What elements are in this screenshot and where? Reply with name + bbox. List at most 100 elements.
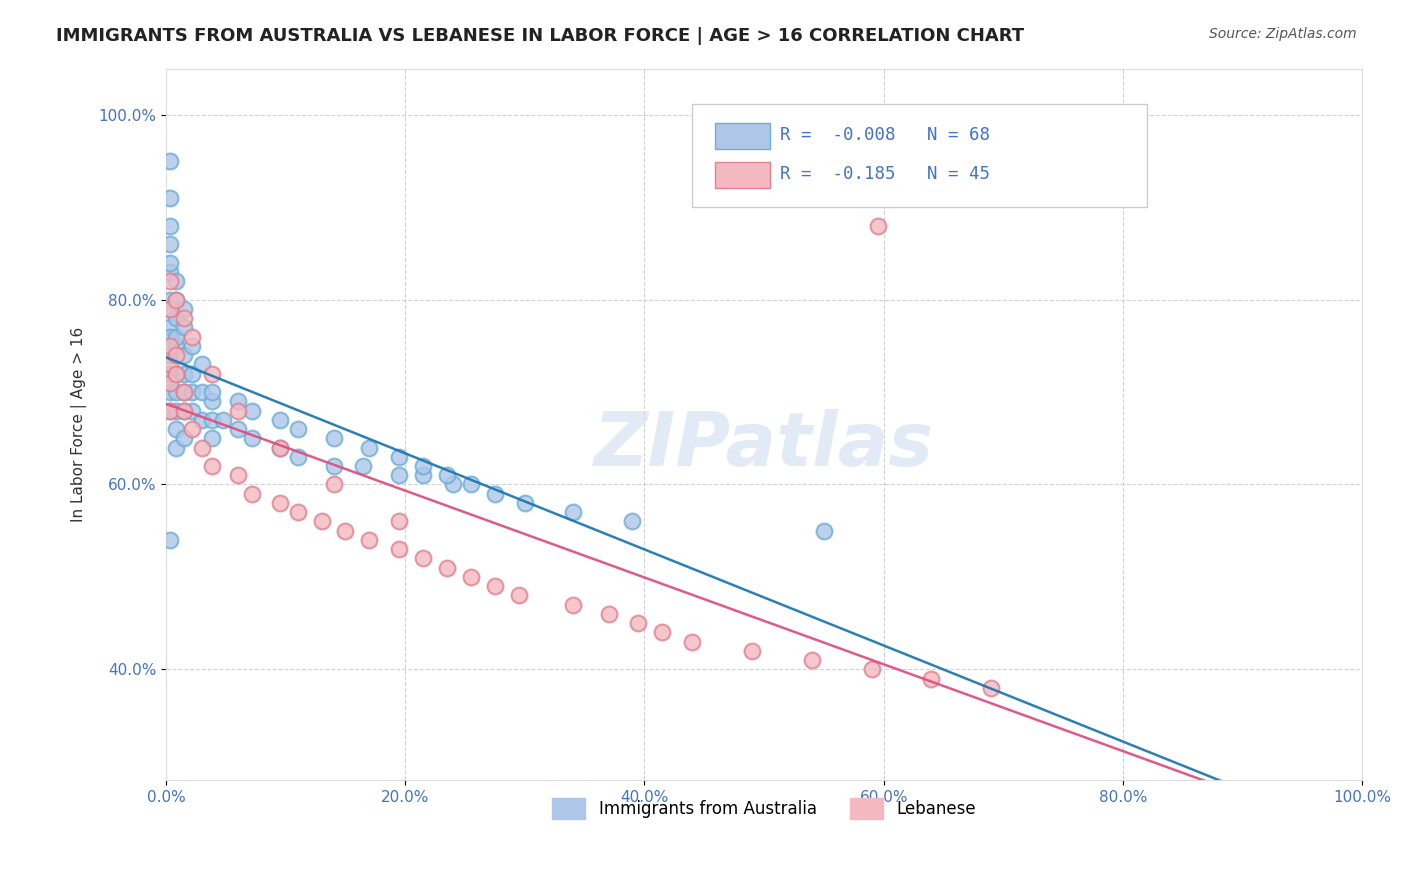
- Immigrants from Australia: [165, 339, 187, 353]
- Immigrants from Australia: [200, 413, 222, 427]
- Immigrants from Australia: [173, 320, 195, 334]
- Lebanese: [436, 560, 458, 574]
- Immigrants from Australia: [165, 441, 187, 455]
- Lebanese: [226, 403, 249, 417]
- Lebanese: [388, 515, 411, 529]
- Immigrants from Australia: [200, 431, 222, 445]
- Lebanese: [412, 551, 434, 566]
- FancyBboxPatch shape: [692, 104, 1147, 207]
- Immigrants from Australia: [159, 533, 181, 547]
- Immigrants from Australia: [226, 394, 249, 409]
- Immigrants from Australia: [181, 367, 204, 381]
- Lebanese: [173, 311, 195, 326]
- Lebanese: [159, 274, 181, 288]
- Lebanese: [226, 468, 249, 483]
- Lebanese: [159, 357, 181, 371]
- Immigrants from Australia: [287, 422, 309, 436]
- Immigrants from Australia: [322, 431, 344, 445]
- Lebanese: [181, 329, 204, 343]
- Immigrants from Australia: [269, 441, 291, 455]
- Legend: Immigrants from Australia, Lebanese: Immigrants from Australia, Lebanese: [546, 792, 983, 825]
- Immigrants from Australia: [159, 237, 181, 252]
- Immigrants from Australia: [159, 265, 181, 279]
- Lebanese: [200, 458, 222, 473]
- Immigrants from Australia: [561, 505, 583, 519]
- Lebanese: [165, 348, 187, 362]
- Lebanese: [269, 496, 291, 510]
- Text: ZIPatlas: ZIPatlas: [595, 409, 934, 483]
- Immigrants from Australia: [165, 293, 187, 307]
- Immigrants from Australia: [460, 477, 482, 491]
- Immigrants from Australia: [165, 274, 187, 288]
- Lebanese: [460, 570, 482, 584]
- Immigrants from Australia: [181, 403, 204, 417]
- Lebanese: [240, 487, 263, 501]
- Immigrants from Australia: [159, 153, 181, 168]
- Lebanese: [681, 634, 703, 648]
- Immigrants from Australia: [412, 458, 434, 473]
- Immigrants from Australia: [441, 477, 464, 491]
- Lebanese: [165, 367, 187, 381]
- Immigrants from Australia: [200, 394, 222, 409]
- Lebanese: [920, 672, 942, 686]
- Immigrants from Australia: [165, 311, 187, 326]
- Text: R =  -0.008   N = 68: R = -0.008 N = 68: [779, 126, 990, 144]
- Lebanese: [287, 505, 309, 519]
- Immigrants from Australia: [191, 385, 214, 400]
- Lebanese: [484, 579, 506, 593]
- Immigrants from Australia: [287, 450, 309, 464]
- Immigrants from Australia: [159, 255, 181, 269]
- Immigrants from Australia: [159, 301, 181, 316]
- Immigrants from Australia: [159, 191, 181, 205]
- Immigrants from Australia: [269, 413, 291, 427]
- Immigrants from Australia: [240, 431, 263, 445]
- Lebanese: [651, 625, 673, 640]
- Lebanese: [561, 598, 583, 612]
- Lebanese: [322, 477, 344, 491]
- Immigrants from Australia: [173, 403, 195, 417]
- Immigrants from Australia: [159, 367, 181, 381]
- Text: Source: ZipAtlas.com: Source: ZipAtlas.com: [1209, 27, 1357, 41]
- Immigrants from Australia: [159, 385, 181, 400]
- Immigrants from Australia: [813, 524, 835, 538]
- Immigrants from Australia: [159, 329, 181, 343]
- Immigrants from Australia: [165, 403, 187, 417]
- Immigrants from Australia: [621, 515, 644, 529]
- Immigrants from Australia: [388, 450, 411, 464]
- Lebanese: [200, 367, 222, 381]
- Lebanese: [181, 422, 204, 436]
- Immigrants from Australia: [191, 357, 214, 371]
- Lebanese: [311, 515, 333, 529]
- Text: R =  -0.185   N = 45: R = -0.185 N = 45: [779, 165, 990, 183]
- Immigrants from Australia: [181, 385, 204, 400]
- Immigrants from Australia: [165, 367, 187, 381]
- Immigrants from Australia: [165, 422, 187, 436]
- FancyBboxPatch shape: [716, 161, 770, 188]
- Immigrants from Australia: [173, 385, 195, 400]
- Immigrants from Australia: [165, 385, 187, 400]
- Immigrants from Australia: [412, 468, 434, 483]
- Immigrants from Australia: [513, 496, 536, 510]
- Immigrants from Australia: [159, 348, 181, 362]
- Immigrants from Australia: [388, 468, 411, 483]
- Immigrants from Australia: [436, 468, 458, 483]
- Immigrants from Australia: [200, 385, 222, 400]
- Lebanese: [159, 376, 181, 390]
- FancyBboxPatch shape: [716, 122, 770, 149]
- Lebanese: [741, 644, 763, 658]
- Immigrants from Australia: [352, 458, 374, 473]
- Lebanese: [165, 293, 187, 307]
- Immigrants from Australia: [191, 413, 214, 427]
- Immigrants from Australia: [484, 487, 506, 501]
- Immigrants from Australia: [212, 413, 235, 427]
- Immigrants from Australia: [159, 320, 181, 334]
- Lebanese: [173, 403, 195, 417]
- Lebanese: [159, 403, 181, 417]
- Immigrants from Australia: [322, 458, 344, 473]
- Lebanese: [159, 301, 181, 316]
- Immigrants from Australia: [173, 348, 195, 362]
- Lebanese: [359, 533, 381, 547]
- Lebanese: [627, 616, 650, 631]
- Lebanese: [191, 441, 214, 455]
- Lebanese: [508, 589, 530, 603]
